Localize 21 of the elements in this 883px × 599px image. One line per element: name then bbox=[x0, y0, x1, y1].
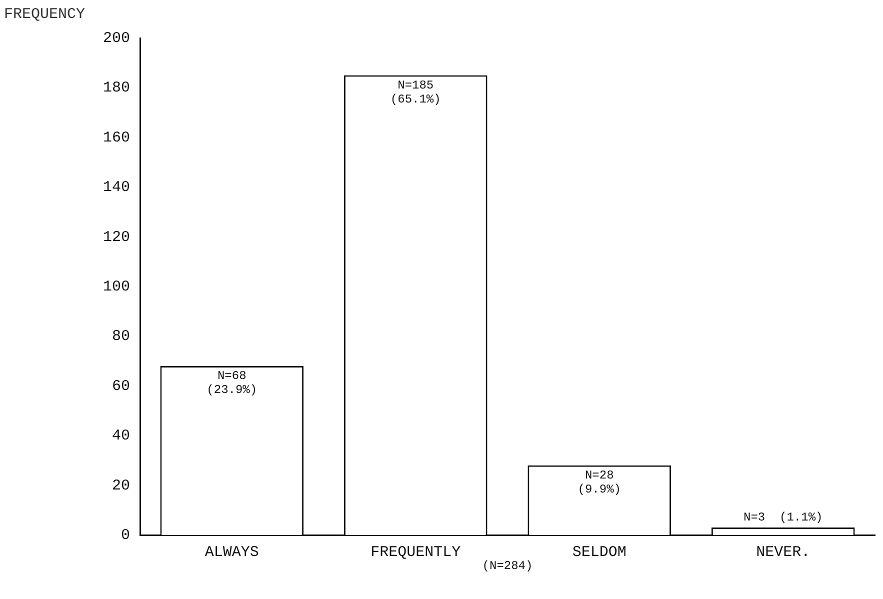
data-label: N=28 (9.9%) bbox=[578, 468, 621, 497]
y-tick-label: 60 bbox=[112, 378, 130, 395]
data-label: N=185 (65.1%) bbox=[390, 78, 441, 106]
y-tick-label: 180 bbox=[102, 80, 130, 97]
x-tick-label: ALWAYS bbox=[204, 544, 259, 561]
y-tick-label: 160 bbox=[102, 129, 130, 146]
x-tick-label: FREQUENTLY bbox=[370, 544, 461, 561]
y-tick-label: 100 bbox=[102, 278, 130, 296]
y-tick-label: 20 bbox=[112, 477, 130, 494]
y-tick-label: 80 bbox=[112, 328, 130, 346]
x-tick-label: SELDOM bbox=[572, 544, 626, 561]
y-axis-title: FREQUENCY bbox=[4, 6, 86, 23]
y-tick-label: 120 bbox=[102, 228, 130, 246]
data-label: N=68 (23.9%) bbox=[206, 369, 258, 398]
data-label: N=3 (1.1%) bbox=[744, 510, 823, 525]
text: (N=284) bbox=[482, 559, 533, 573]
y-tick-label: 0 bbox=[120, 526, 130, 544]
y-tick-label: 200 bbox=[102, 30, 130, 47]
x-tick-label: NEVER. bbox=[756, 544, 810, 561]
y-tick-label: 40 bbox=[112, 428, 130, 445]
y-tick-label: 140 bbox=[102, 179, 130, 196]
